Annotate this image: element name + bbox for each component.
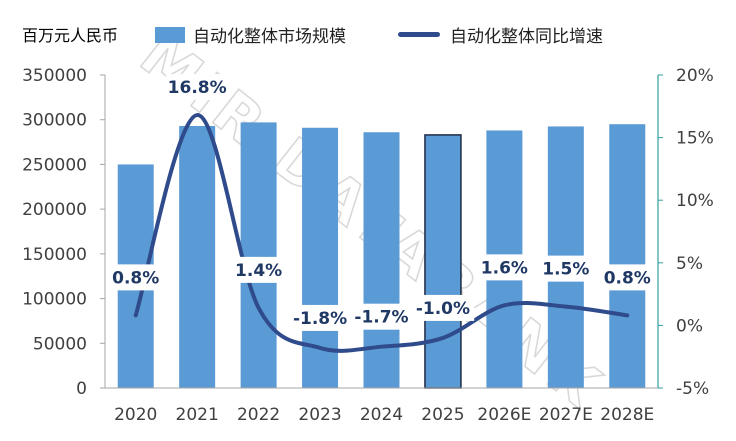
data-label-box: [165, 74, 229, 101]
right-tick-label: 15%: [676, 129, 714, 149]
left-tick-label: 350000: [22, 66, 87, 86]
bar-2021: [179, 125, 216, 388]
data-label-box: [478, 254, 531, 281]
data-label: 1.4%: [235, 261, 282, 281]
x-tick-label: 2025: [421, 405, 464, 425]
data-labels: 0.8% 16.8% 1.4% -1.8% -1.7% -1.0% 1.6% 1.5% 0.8%: [109, 74, 654, 331]
line-series: [133, 113, 630, 353]
left-tick-label: 150000: [22, 245, 87, 265]
x-tick-label: 2027E: [539, 405, 593, 425]
axes: 0 50000 100000 150000 200000 250000 300000 3500…: [22, 66, 714, 425]
data-label-box: [350, 303, 413, 330]
legend-line-label: 自动化整体同比增速: [450, 27, 603, 47]
left-tick-label: 0: [76, 379, 87, 399]
left-tick-label: 200000: [22, 200, 87, 220]
data-label: 0.8%: [604, 268, 651, 288]
right-tick-label: 10%: [676, 191, 714, 211]
left-tick-label: 100000: [22, 290, 87, 310]
data-label-box: [539, 255, 592, 282]
left-tick-label: 300000: [22, 111, 87, 131]
data-label: -1.0%: [416, 299, 470, 319]
x-tick-label: 2023: [298, 405, 341, 425]
bar-2025: [424, 134, 462, 389]
data-label-box: [232, 256, 285, 283]
right-tick-label: 5%: [676, 254, 703, 274]
bar-2022: [240, 122, 277, 388]
data-label-box: [109, 264, 162, 291]
data-label: 16.8%: [168, 78, 227, 98]
x-tick-label: 2022: [237, 405, 280, 425]
data-label: 0.8%: [112, 268, 159, 288]
right-tick-label: 0%: [676, 316, 703, 336]
data-label: -1.7%: [354, 308, 408, 328]
x-tick-label: 2026E: [477, 405, 531, 425]
data-label-box: [288, 304, 352, 331]
x-tick-label: 2021: [176, 405, 219, 425]
legend-bar-label: 自动化整体市场规模: [193, 27, 346, 47]
data-label: -1.8%: [293, 309, 347, 329]
legend-line: 自动化整体同比增速: [398, 22, 603, 47]
x-tick-label: 2020: [114, 405, 157, 425]
left-tick-label: 250000: [22, 155, 87, 175]
left-tick-label: 50000: [33, 334, 87, 354]
legend-line-swatch: [398, 32, 440, 37]
bar-2028E: [609, 124, 646, 388]
data-label: 1.6%: [481, 258, 528, 278]
data-label-box: [601, 264, 654, 291]
x-tick-label: 2024: [360, 405, 403, 425]
data-label: 1.5%: [542, 260, 589, 280]
data-label-box: [411, 294, 475, 321]
right-tick-label: -5%: [676, 379, 709, 399]
right-tick-label: 20%: [676, 66, 714, 86]
legend-bar: 自动化整体市场规模: [155, 22, 346, 47]
x-tick-label: 2028E: [600, 405, 654, 425]
unit-label: 百万元人民币: [22, 26, 119, 45]
growth-line: [133, 113, 630, 353]
legend-bar-swatch: [155, 26, 185, 43]
